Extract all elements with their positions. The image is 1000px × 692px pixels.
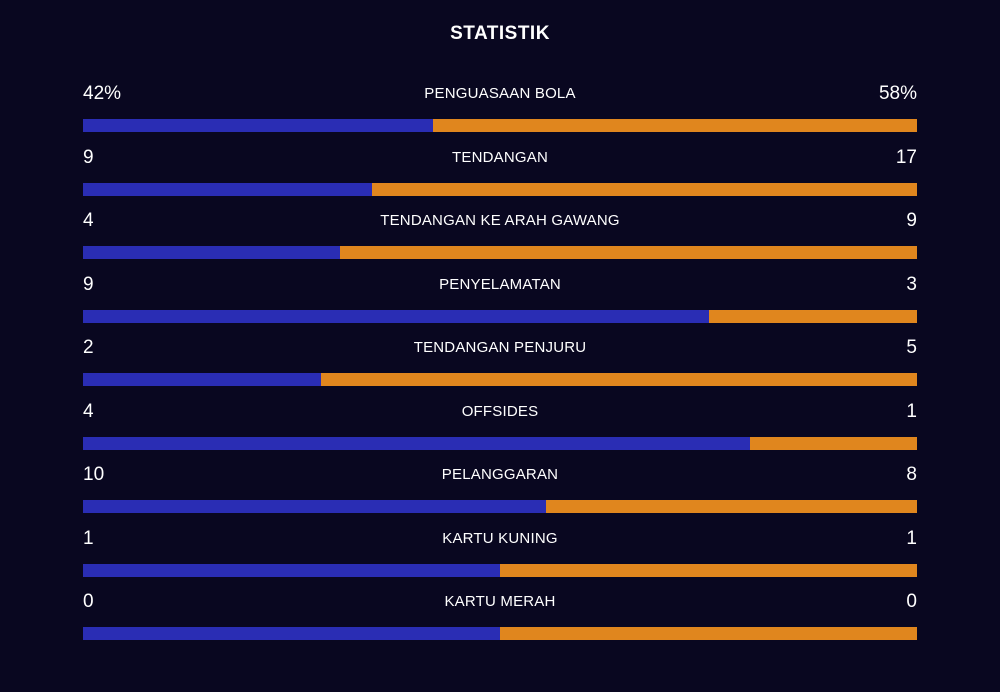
away-bar (750, 436, 917, 450)
away-bar (433, 119, 917, 132)
stat-row-kartu-merah: 0 KARTU MERAH 0 (83, 588, 917, 652)
comparison-bar (83, 627, 917, 640)
home-bar (83, 119, 434, 132)
away-value: 17 (895, 146, 917, 168)
home-bar (83, 563, 500, 577)
stat-label: KARTU KUNING (442, 529, 558, 547)
away-bar (546, 500, 917, 513)
stats-list: 42% PENGUASAAN BOLA 58% 9 TENDANGAN 17 4… (83, 80, 917, 652)
away-bar (339, 246, 917, 259)
comparison-bar (83, 119, 917, 132)
home-value: 1 (83, 527, 94, 549)
stat-label: PENGUASAAN BOLA (424, 85, 576, 102)
comparison-bar (83, 500, 917, 513)
comparison-bar (83, 309, 917, 323)
home-bar (83, 436, 751, 450)
stats-title: STATISTIK (450, 23, 550, 44)
home-bar (83, 182, 372, 196)
away-value: 58% (878, 83, 917, 104)
away-value: 0 (906, 591, 917, 612)
comparison-bar (83, 182, 917, 196)
stat-row-kartu-kuning: 1 KARTU KUNING 1 (83, 525, 917, 589)
away-value: 1 (906, 527, 917, 549)
comparison-bar (83, 246, 917, 259)
comparison-bar (83, 373, 917, 386)
stat-row-pelanggaran: 10 PELANGGARAN 8 (83, 461, 917, 525)
home-value: 4 (83, 210, 94, 231)
stat-label: TENDANGAN KE ARAH GAWANG (380, 212, 620, 229)
away-bar (371, 182, 917, 196)
stat-label: PENYELAMATAN (439, 275, 561, 293)
stat-row-penguasaan-bola: 42% PENGUASAAN BOLA 58% (83, 80, 917, 144)
away-value: 1 (906, 400, 917, 422)
stat-label: TENDANGAN PENJURU (413, 339, 587, 356)
away-bar (321, 373, 917, 386)
home-bar (83, 627, 500, 640)
away-value: 9 (906, 210, 917, 231)
stat-label: OFFSIDES (461, 402, 539, 420)
stat-label: PELANGGARAN (441, 466, 559, 483)
home-bar (83, 500, 547, 513)
home-value: 0 (83, 591, 94, 612)
away-value: 5 (906, 337, 917, 358)
home-value: 2 (83, 337, 94, 358)
home-value: 9 (83, 273, 94, 295)
stat-row-tendangan-penjuru: 2 TENDANGAN PENJURU 5 (83, 334, 917, 398)
stat-row-tendangan: 9 TENDANGAN 17 (83, 144, 917, 208)
stat-label: TENDANGAN (452, 148, 548, 166)
stat-row-offsides: 4 OFFSIDES 1 (83, 398, 917, 462)
home-value: 10 (83, 464, 105, 485)
away-value: 8 (906, 464, 917, 485)
home-bar (83, 373, 322, 386)
away-bar (500, 563, 917, 577)
away-value: 3 (906, 273, 917, 295)
stat-label: KARTU MERAH (444, 593, 556, 610)
home-bar (83, 246, 340, 259)
comparison-bar (83, 563, 917, 577)
comparison-bar (83, 436, 917, 450)
home-value: 4 (83, 400, 94, 422)
away-bar (500, 627, 917, 640)
home-value: 9 (83, 146, 94, 168)
away-bar (708, 309, 917, 323)
stat-row-tendangan-ke-arah-gawang: 4 TENDANGAN KE ARAH GAWANG 9 (83, 207, 917, 271)
stat-row-penyelamatan: 9 PENYELAMATAN 3 (83, 271, 917, 335)
home-bar (83, 309, 709, 323)
home-value: 42% (83, 83, 122, 104)
